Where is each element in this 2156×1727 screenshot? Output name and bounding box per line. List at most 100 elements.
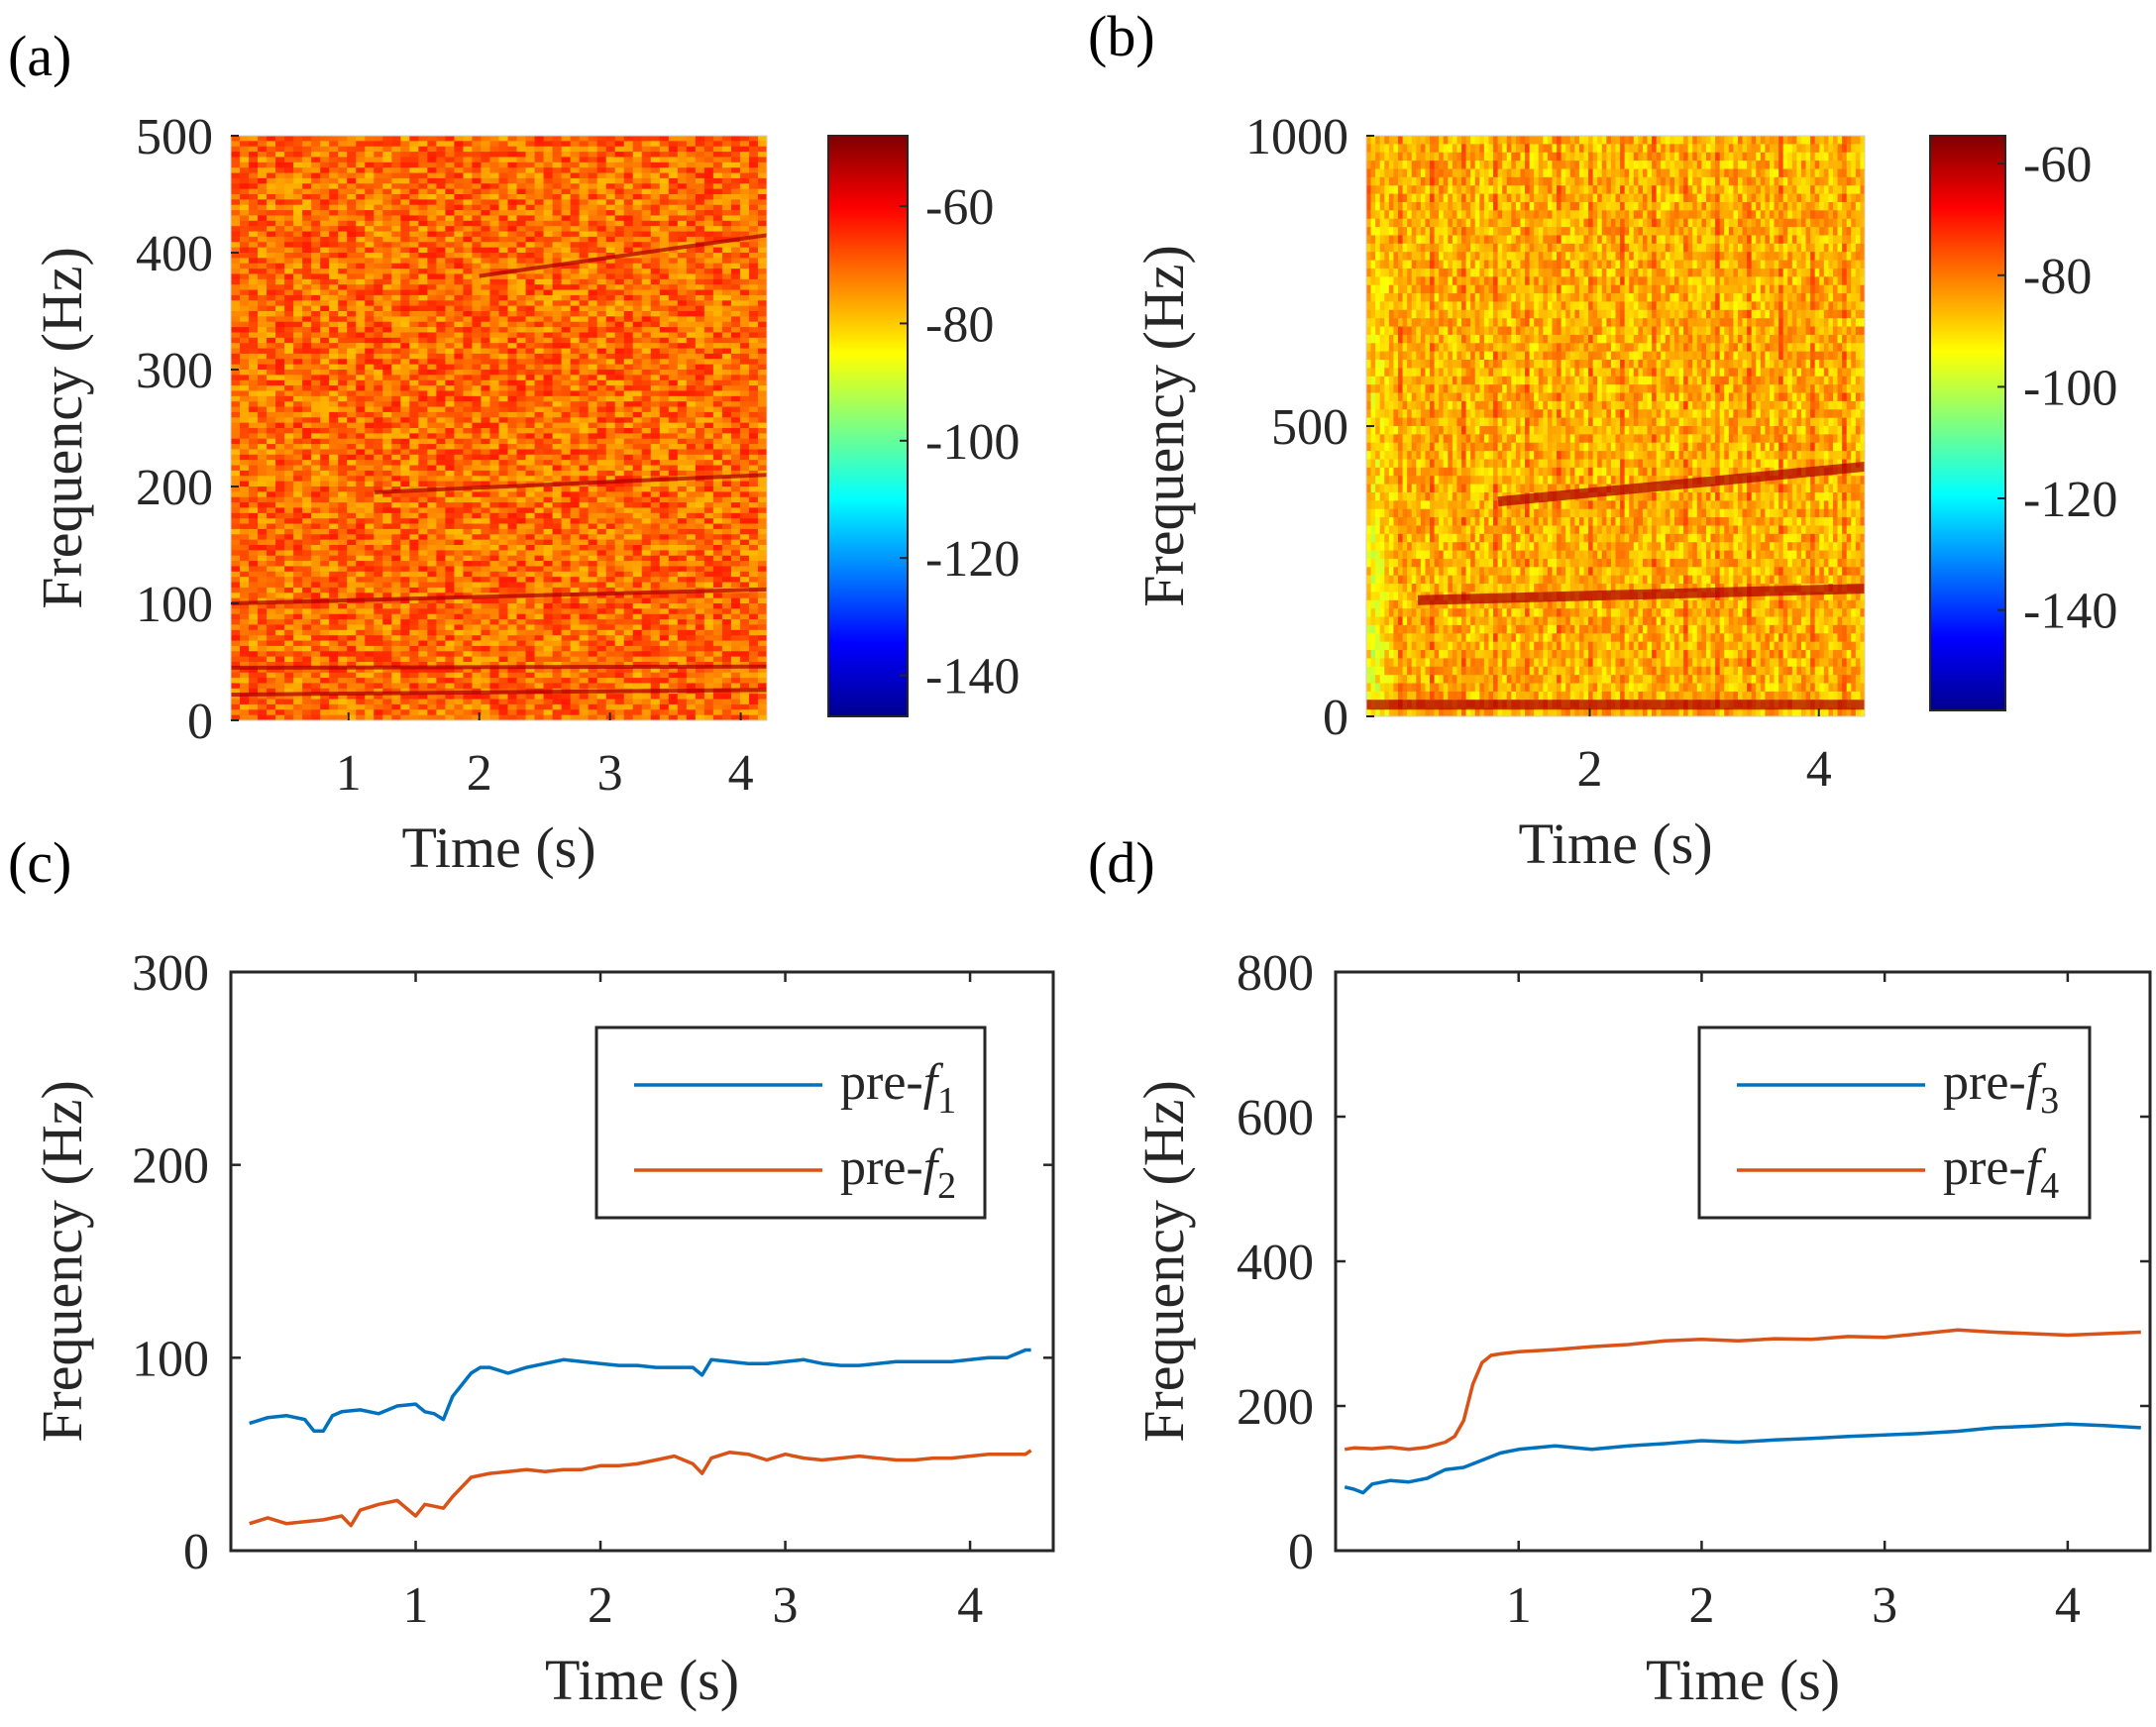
- heatmap-cell: [596, 242, 607, 249]
- heatmap-cell: [400, 534, 410, 541]
- heatmap-cell: [588, 305, 598, 312]
- heatmap-cell: [561, 253, 572, 259]
- heatmap-cell: [596, 385, 607, 392]
- heatmap-cell: [320, 289, 330, 296]
- heatmap-cell: [302, 204, 312, 211]
- heatmap-cell: [418, 476, 428, 483]
- heatmap-cell: [284, 629, 294, 636]
- heatmap-cell: [525, 406, 536, 413]
- heatmap-cell: [400, 678, 410, 685]
- heatmap-cell: [454, 215, 465, 222]
- heatmap-cell: [356, 311, 366, 317]
- heatmap-cell: [284, 449, 294, 456]
- heatmap-cell: [481, 512, 491, 519]
- heatmap-cell: [516, 231, 527, 238]
- heatmap-cell: [570, 534, 581, 541]
- heatmap-cell: [516, 672, 527, 679]
- heatmap-cell: [284, 486, 294, 492]
- heatmap-cell: [463, 619, 474, 626]
- heatmap-cell: [605, 603, 616, 609]
- heatmap-cell: [472, 385, 483, 392]
- heatmap-cell: [588, 300, 598, 307]
- heatmap-cell: [588, 470, 598, 477]
- heatmap-cell: [614, 518, 625, 525]
- heatmap-cell: [552, 651, 563, 658]
- heatmap-cell: [231, 236, 241, 243]
- heatmap-cell: [356, 210, 366, 217]
- heatmap-cell: [596, 348, 607, 355]
- heatmap-cell: [365, 449, 375, 456]
- heatmap-cell: [570, 709, 581, 716]
- heatmap-cell: [605, 545, 616, 551]
- heatmap-cell: [472, 571, 483, 578]
- heatmap-cell: [463, 370, 474, 376]
- heatmap-cell: [579, 694, 590, 701]
- heatmap-cell: [445, 311, 456, 317]
- heatmap-cell: [418, 709, 428, 716]
- heatmap-cell: [507, 645, 518, 652]
- heatmap-cell: [320, 194, 330, 200]
- heatmap-cell: [275, 401, 285, 408]
- heatmap-cell: [391, 152, 401, 159]
- heatmap-cell: [489, 390, 500, 397]
- heatmap-cell: [347, 359, 357, 366]
- heatmap-cell: [579, 539, 590, 546]
- heatmap-cell: [400, 608, 410, 615]
- heatmap-cell: [614, 624, 625, 631]
- heatmap-cell: [374, 141, 383, 148]
- heatmap-cell: [418, 662, 428, 668]
- heatmap-cell: [382, 406, 392, 413]
- heatmap-cell: [347, 385, 357, 392]
- heatmap-cell: [347, 236, 357, 243]
- heatmap-cell: [552, 582, 563, 589]
- heatmap-cell: [632, 242, 643, 249]
- heatmap-cell: [570, 512, 581, 519]
- heatmap-cell: [507, 385, 518, 392]
- heatmap-cell: [596, 608, 607, 615]
- heatmap-cell: [596, 571, 607, 578]
- heatmap-cell: [356, 401, 366, 408]
- heatmap-cell: [258, 587, 268, 594]
- heatmap-cell: [507, 460, 518, 467]
- heatmap-cell: [436, 603, 446, 609]
- heatmap-cell: [507, 465, 518, 472]
- heatmap-cell: [249, 417, 259, 424]
- heatmap-cell: [454, 375, 465, 381]
- heatmap-cell: [623, 629, 634, 636]
- heatmap-cell: [347, 428, 357, 434]
- heatmap-cell: [525, 316, 536, 323]
- heatmap-cell: [472, 587, 483, 594]
- heatmap-cell: [329, 136, 339, 142]
- heatmap-cell: [481, 550, 491, 557]
- heatmap-cell: [338, 226, 348, 233]
- heatmap-cell: [391, 629, 401, 636]
- heatmap-cell: [240, 348, 250, 355]
- heatmap-cell: [240, 481, 250, 487]
- heatmap-cell: [588, 390, 598, 397]
- heatmap-cell: [267, 460, 276, 467]
- heatmap-cell: [231, 491, 241, 498]
- heatmap-cell: [311, 449, 321, 456]
- heatmap-cell: [329, 619, 339, 626]
- heatmap-cell: [481, 476, 491, 483]
- heatmap-cell: [347, 289, 357, 296]
- heatmap-cell: [240, 136, 250, 142]
- heatmap-cell: [463, 555, 474, 562]
- heatmap-cell: [605, 278, 616, 285]
- heatmap-cell: [356, 603, 366, 609]
- heatmap-cell: [329, 555, 339, 562]
- heatmap-cell: [427, 332, 437, 339]
- heatmap-cell: [329, 603, 339, 609]
- heatmap-cell: [454, 300, 465, 307]
- heatmap-cell: [374, 582, 383, 589]
- heatmap-cell: [418, 523, 428, 530]
- heatmap-cell: [543, 353, 554, 360]
- heatmap-cell: [436, 571, 446, 578]
- heatmap-cell: [347, 167, 357, 174]
- heatmap-cell: [623, 608, 634, 615]
- heatmap-cell: [463, 332, 474, 339]
- heatmap-cell: [293, 662, 303, 668]
- heatmap-cell: [623, 678, 634, 685]
- heatmap-cell: [579, 597, 590, 604]
- heatmap-cell: [311, 273, 321, 280]
